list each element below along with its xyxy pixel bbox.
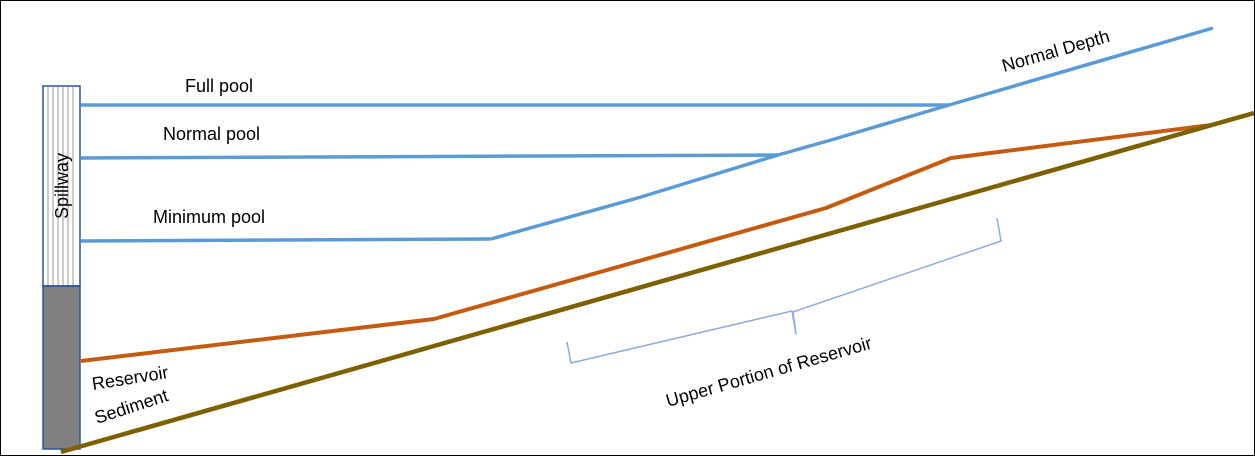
normal-pool-label: Normal pool: [163, 124, 260, 144]
normal-depth-label: Normal Depth: [1000, 26, 1112, 76]
minimum-pool-line: [80, 237, 492, 243]
spillway-upper: [42, 85, 81, 287]
sediment-line: [80, 123, 1212, 363]
upper-portion-label: Upper Portion of Reservoir: [664, 333, 874, 411]
original-bed-line: [60, 110, 1254, 455]
spillway-lower: [42, 285, 81, 450]
normal-depth-line: [490, 26, 1214, 241]
normal-pool-line: [80, 153, 779, 160]
full-pool-label: Full pool: [185, 76, 253, 96]
spillway-hatching: [47, 87, 74, 285]
upper-portion-brace: [566, 217, 1002, 364]
minimum-pool-label: Minimum pool: [153, 207, 265, 227]
spillway: Spillway: [42, 85, 81, 450]
spillway-label: Spillway: [52, 153, 72, 219]
